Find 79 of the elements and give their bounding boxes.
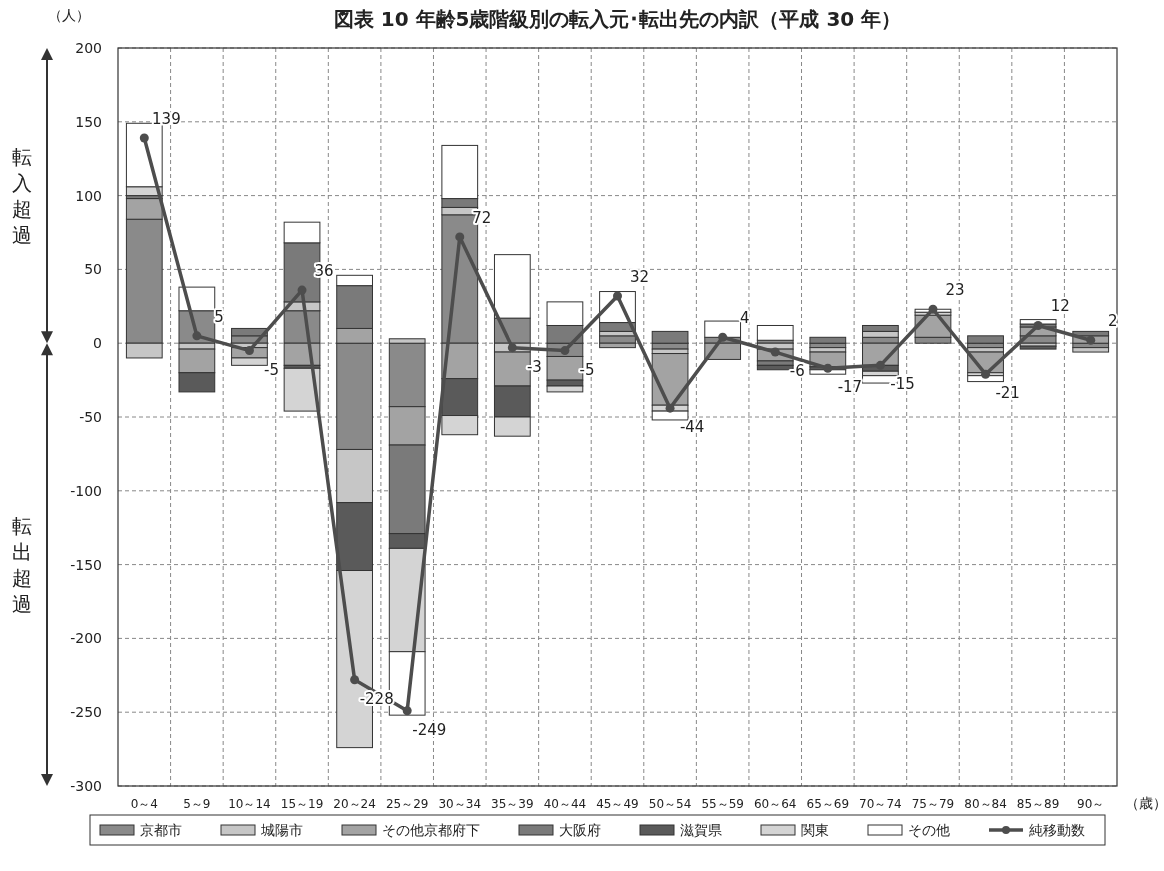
y-tick-label: 200 bbox=[75, 40, 102, 56]
point bbox=[1086, 335, 1096, 345]
point bbox=[139, 133, 149, 143]
point bbox=[350, 675, 360, 685]
x-tick-label: 50～54 bbox=[648, 797, 692, 811]
x-tick-label: 15～19 bbox=[280, 797, 324, 811]
x-tick-label: 45～49 bbox=[596, 797, 639, 811]
x-tick-label: 85～89 bbox=[1016, 797, 1060, 811]
data-label: -15 bbox=[890, 375, 915, 394]
x-tick-label: 75～79 bbox=[911, 797, 955, 811]
legend-label: 純移動数 bbox=[1029, 822, 1085, 838]
data-label: 5 bbox=[214, 307, 224, 326]
y-tick-label: 0 bbox=[93, 335, 102, 352]
text: 転入超過 bbox=[12, 144, 32, 247]
point bbox=[665, 403, 675, 413]
y-tick-label: -50 bbox=[79, 409, 102, 425]
x-tick-label: 10～14 bbox=[228, 797, 271, 811]
y-tick-label: -150 bbox=[70, 556, 102, 573]
x-tick-label: 60～64 bbox=[753, 797, 797, 811]
y-tick-label: 150 bbox=[75, 113, 102, 130]
data-label: 12 bbox=[1050, 297, 1070, 316]
y-tick-label: -300 bbox=[70, 778, 102, 794]
bar bbox=[967, 335, 1004, 344]
text: （人） bbox=[48, 7, 90, 23]
x-tick-label: 90～ bbox=[1077, 797, 1105, 811]
point bbox=[613, 291, 622, 301]
data-label: 4 bbox=[739, 309, 750, 328]
x-tick-label: 5～9 bbox=[183, 797, 211, 811]
point bbox=[1033, 320, 1043, 330]
point bbox=[297, 285, 307, 295]
data-label: 32 bbox=[630, 267, 650, 286]
bar bbox=[651, 330, 689, 344]
x-tick-label: 25～29 bbox=[385, 797, 429, 811]
y-tick-label: 50 bbox=[84, 261, 102, 278]
point bbox=[402, 706, 412, 716]
text: 転出超過 bbox=[12, 513, 32, 616]
x-tick-label: 30～34 bbox=[438, 797, 482, 811]
data-label: -44 bbox=[679, 418, 705, 437]
point bbox=[875, 360, 885, 370]
chart-title: 図表 10 年齢5歳階級別の転入元･転出先の内訳（平成 30 年） bbox=[333, 7, 902, 31]
data-label: 139 bbox=[152, 110, 181, 129]
y-tick-label: -100 bbox=[70, 482, 102, 499]
data-label: -6 bbox=[789, 362, 805, 381]
x-tick-label: 20～24 bbox=[333, 797, 376, 811]
y-tick-label: 100 bbox=[75, 187, 102, 204]
legend-label: その他京都府下 bbox=[382, 822, 480, 838]
point bbox=[981, 369, 991, 379]
bar bbox=[967, 375, 1004, 383]
x-tick-label: 70～74 bbox=[859, 797, 902, 811]
x-tick-label: 40～44 bbox=[543, 797, 587, 811]
data-label: -249 bbox=[412, 720, 447, 739]
text: （歳） bbox=[1125, 795, 1164, 811]
data-label: 23 bbox=[945, 281, 965, 300]
legend-label: 京都市 bbox=[140, 822, 182, 838]
x-tick-label: 80～84 bbox=[964, 797, 1007, 811]
data-label: -17 bbox=[837, 378, 863, 397]
bar bbox=[809, 336, 847, 344]
data-label: -21 bbox=[995, 384, 1020, 403]
x-tick-label: 55～59 bbox=[701, 797, 744, 811]
data-label: -5 bbox=[264, 360, 280, 379]
bar bbox=[756, 324, 794, 341]
y-tick-label: -250 bbox=[70, 704, 102, 721]
bar bbox=[283, 367, 321, 412]
data-label: 2 bbox=[1108, 312, 1118, 331]
x-tick-label: 0～4 bbox=[130, 797, 158, 811]
point bbox=[823, 363, 833, 373]
y-tick-label: -200 bbox=[70, 630, 102, 647]
point bbox=[718, 332, 728, 342]
legend-label: 関東 bbox=[801, 822, 829, 838]
legend-label: 大阪府 bbox=[559, 822, 601, 838]
point bbox=[455, 232, 465, 242]
legend-label: 城陽市 bbox=[260, 822, 303, 838]
x-tick-label: 35～39 bbox=[491, 797, 534, 811]
legend-label: 滋賀県 bbox=[680, 822, 722, 838]
legend-label: その他 bbox=[908, 822, 950, 838]
bar bbox=[1072, 347, 1110, 353]
point bbox=[192, 331, 202, 341]
point bbox=[928, 304, 938, 314]
x-tick-label: 65～69 bbox=[806, 797, 850, 811]
